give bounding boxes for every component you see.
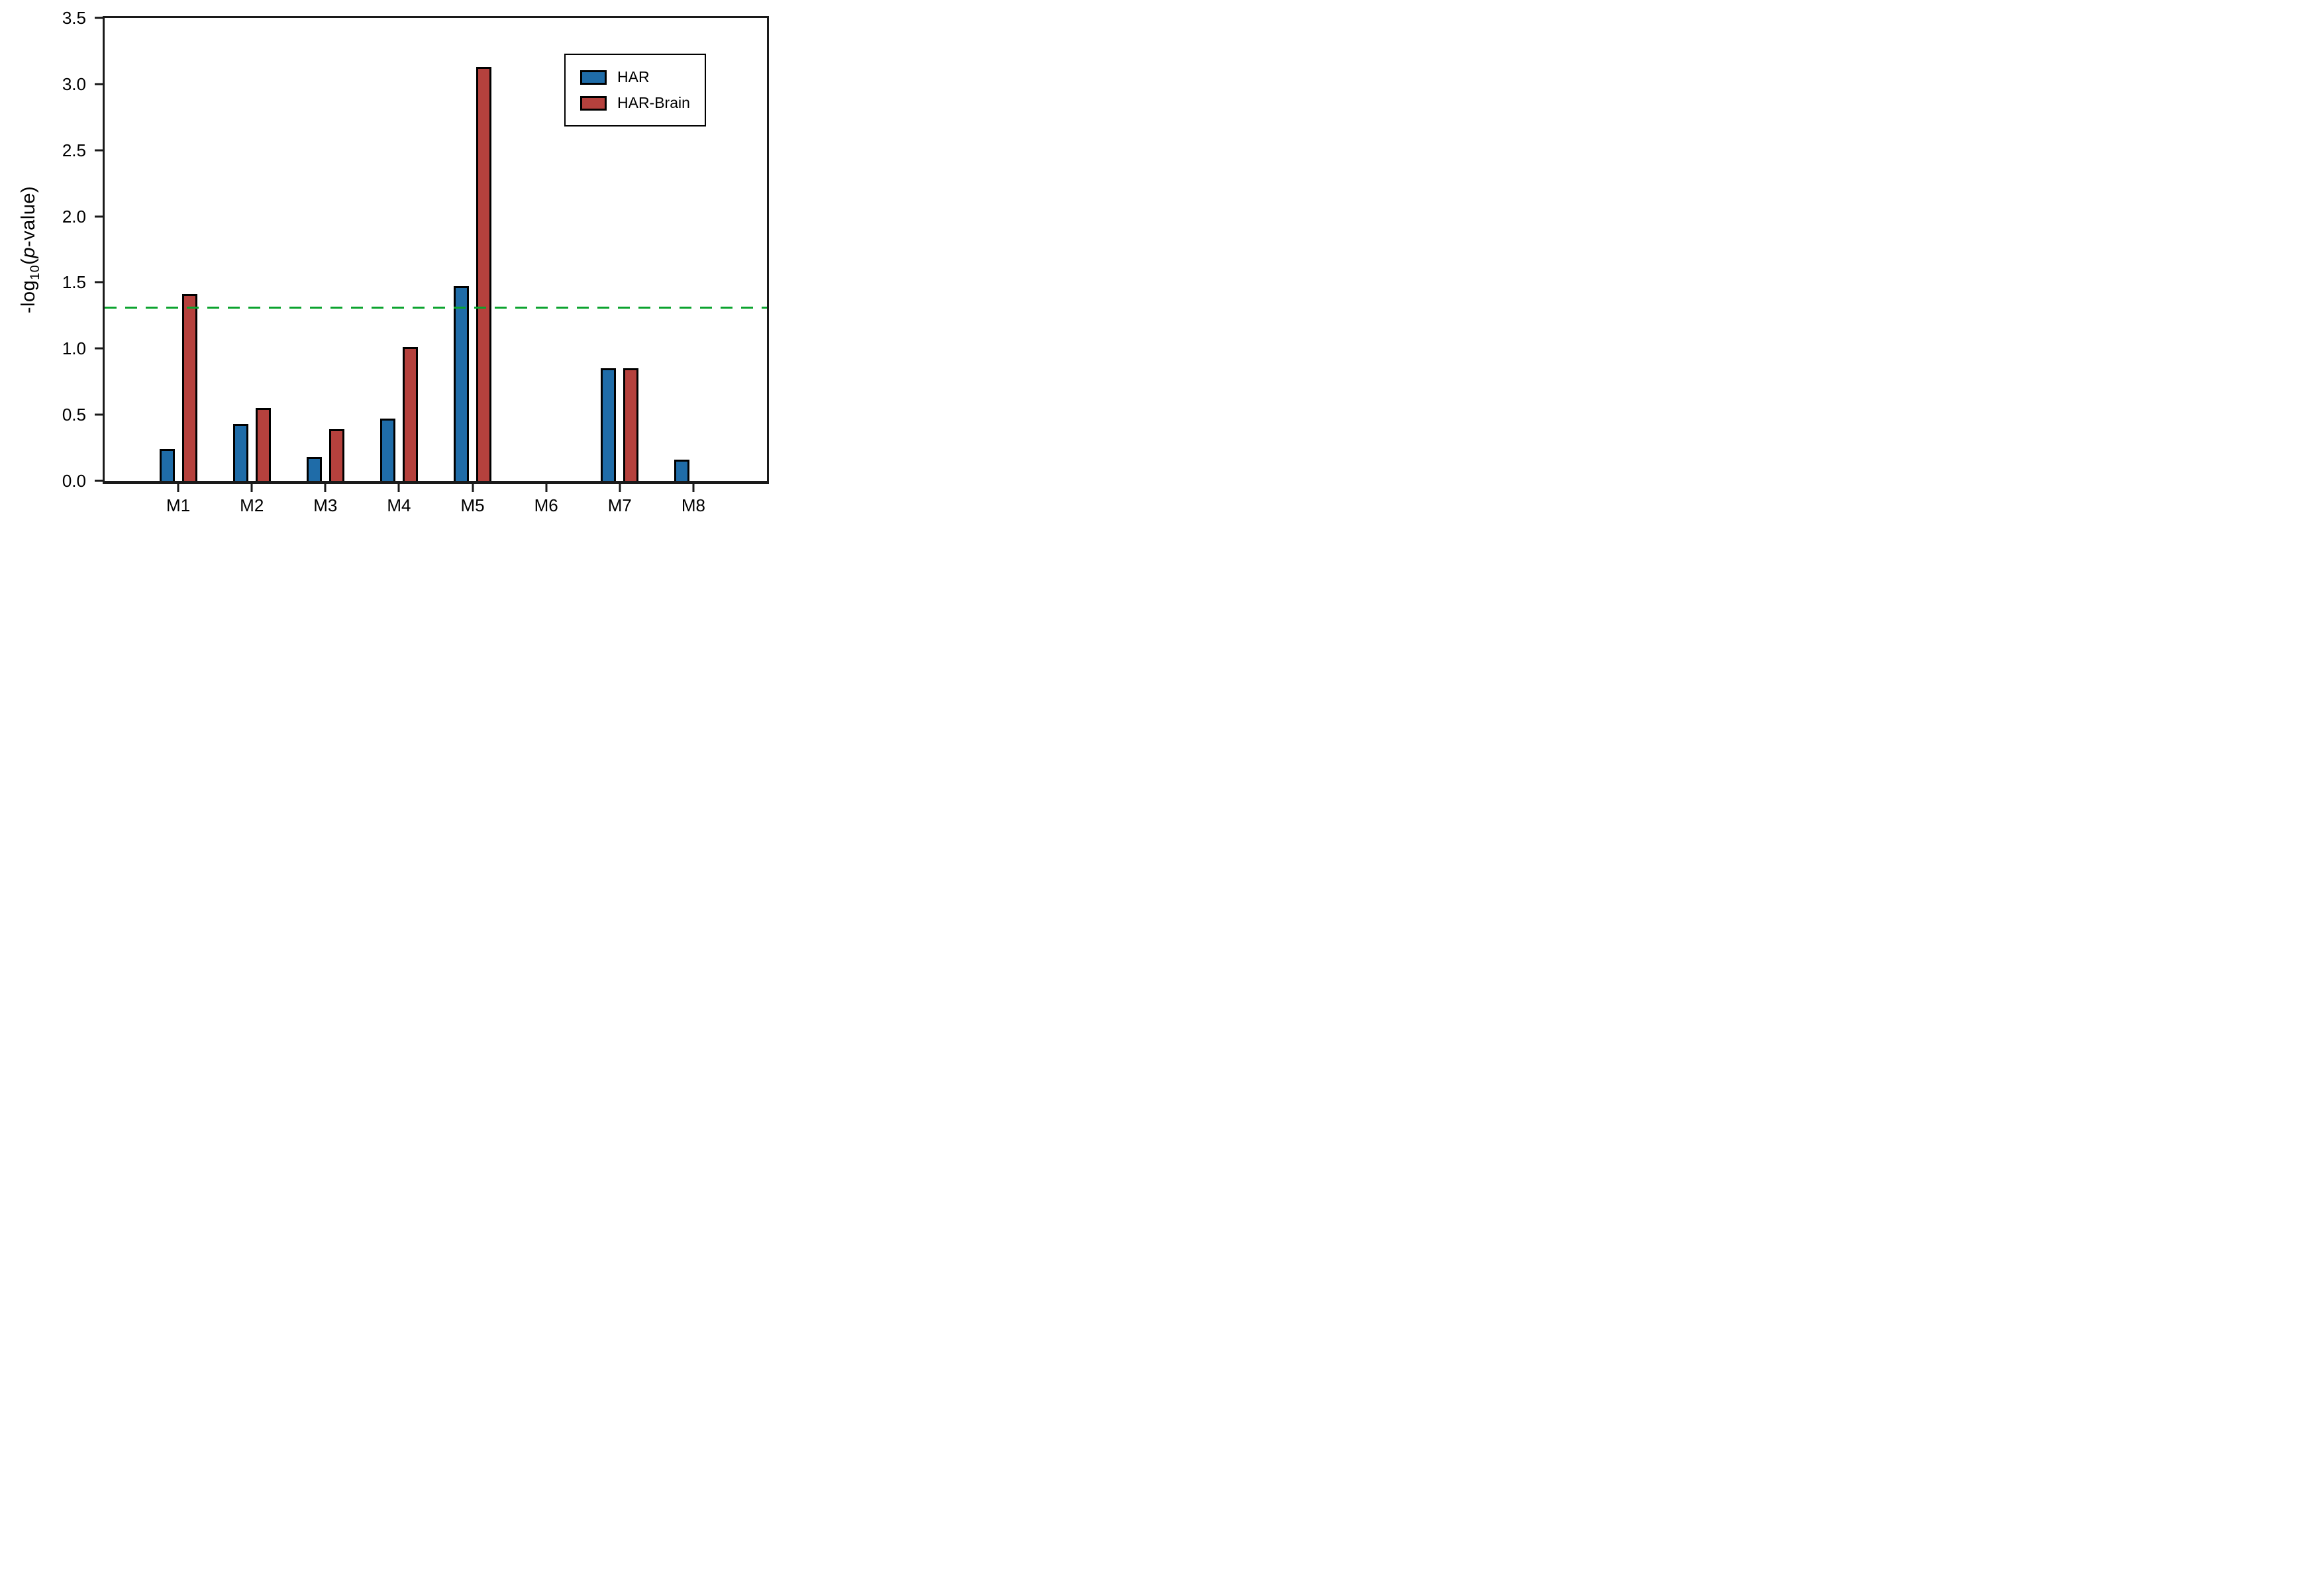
- bar-HAR-M5: [454, 286, 470, 481]
- bar-HAR-Brain-M5: [476, 66, 492, 481]
- y-tick-label-2.0: 2.0: [62, 206, 86, 227]
- x-tick-M5: [472, 484, 474, 492]
- y-axis-title-rest: -value): [18, 185, 40, 247]
- legend-item-HAR: HAR: [580, 68, 690, 86]
- legend: HAR HAR-Brain: [564, 54, 706, 127]
- y-tick-2.5: [95, 149, 103, 152]
- x-tick-M6: [545, 484, 548, 492]
- bar-HAR-Brain-M3: [328, 429, 344, 481]
- bar-HAR-Brain-M4: [402, 347, 418, 481]
- figure: -log10(p-value) 0.0 0.5 1.0 1.5 2.0 2.5 3.0 3.5…: [0, 0, 775, 524]
- y-tick-label-3.0: 3.0: [62, 74, 86, 94]
- y-tick-3.0: [95, 83, 103, 85]
- y-tick-label-3.5: 3.5: [62, 8, 86, 28]
- y-tick-label-2.5: 2.5: [62, 140, 86, 160]
- bar-HAR-M1: [159, 449, 175, 481]
- y-tick-2.0: [95, 215, 103, 218]
- y-axis-title-paren: (: [18, 258, 40, 265]
- x-tick-label-M6: M6: [534, 495, 558, 515]
- x-tick-label-M2: M2: [240, 495, 264, 515]
- y-axis-title-p: p: [18, 246, 40, 258]
- y-tick-1.0: [95, 347, 103, 350]
- x-tick-label-M7: M7: [607, 495, 632, 515]
- bar-HAR-M8: [674, 460, 690, 481]
- legend-swatch-HAR: [580, 70, 607, 85]
- legend-label-HAR-Brain: HAR-Brain: [617, 94, 690, 111]
- x-tick-M1: [177, 484, 179, 492]
- plot-area: -log10(p-value) 0.0 0.5 1.0 1.5 2.0 2.5 3.0 3.5…: [18, 9, 769, 515]
- bar-HAR-M2: [232, 424, 248, 481]
- bar-HAR-Brain-M2: [255, 408, 271, 481]
- legend-swatch-HAR-Brain: [580, 95, 607, 111]
- bar-HAR-M7: [601, 368, 617, 481]
- legend-item-HAR-Brain: HAR-Brain: [580, 94, 690, 112]
- x-tick-label-M3: M3: [313, 495, 338, 515]
- bar-HAR-Brain-M7: [623, 368, 639, 481]
- x-tick-label-M5: M5: [460, 495, 485, 515]
- y-axis-title: -log10(p-value): [18, 185, 43, 313]
- y-tick-label-1.5: 1.5: [62, 272, 86, 293]
- x-tick-M2: [250, 484, 253, 492]
- x-tick-M8: [692, 484, 695, 492]
- significance-threshold-line: [105, 307, 767, 309]
- x-tick-M3: [324, 484, 327, 492]
- y-axis-title-neglog: -log: [18, 279, 40, 313]
- x-tick-label-M8: M8: [681, 495, 705, 515]
- bar-HAR-M3: [306, 457, 322, 481]
- x-tick-label-M1: M1: [166, 495, 191, 515]
- y-tick-label-0.5: 0.5: [62, 405, 86, 425]
- y-tick-1.5: [95, 281, 103, 283]
- bar-HAR-M4: [379, 419, 395, 481]
- legend-label-HAR: HAR: [617, 68, 650, 85]
- bar-HAR-Brain-M1: [181, 294, 197, 481]
- y-tick-0.0: [95, 480, 103, 482]
- y-tick-3.5: [95, 17, 103, 19]
- y-axis-title-sub10: 10: [27, 264, 42, 280]
- x-tick-M4: [397, 484, 400, 492]
- x-tick-label-M4: M4: [387, 495, 411, 515]
- x-tick-M7: [619, 484, 621, 492]
- y-tick-0.5: [95, 413, 103, 416]
- y-tick-label-1.0: 1.0: [62, 338, 86, 359]
- y-tick-label-0.0: 0.0: [62, 471, 86, 491]
